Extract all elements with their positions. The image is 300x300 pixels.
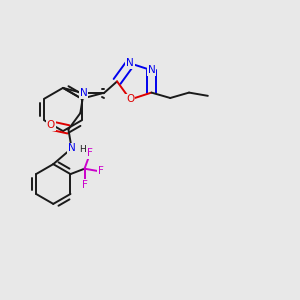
Text: F: F [98,167,103,176]
Text: N: N [80,88,87,98]
Text: O: O [46,121,55,130]
Text: H: H [79,145,86,154]
Text: N: N [126,58,134,68]
Text: F: F [82,180,88,190]
Text: N: N [148,65,155,75]
Text: O: O [126,94,134,104]
Text: N: N [68,143,76,153]
Text: F: F [87,148,93,158]
